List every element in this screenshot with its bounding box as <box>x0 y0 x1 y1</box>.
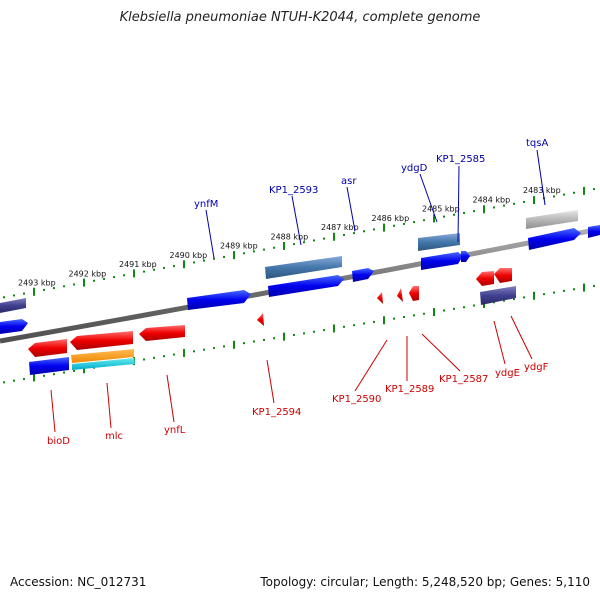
gene-label-ydgF[interactable]: ydgF <box>524 362 549 373</box>
scale-label: 2489 kbp <box>220 242 258 251</box>
gene-label-ydgD[interactable]: ydgD <box>401 163 428 174</box>
gene-arrow[interactable] <box>397 288 403 302</box>
leader-line <box>166 374 175 423</box>
scale-label: 2488 kbp <box>271 232 309 241</box>
gene-arrow[interactable] <box>421 252 463 270</box>
gene-label-KP1_2594[interactable]: KP1_2594 <box>252 407 301 418</box>
gene-arrow[interactable] <box>268 275 344 297</box>
leader-line <box>421 333 461 372</box>
gene-arrow[interactable] <box>409 286 419 301</box>
leader-line <box>493 320 506 365</box>
gene-label-ynfM[interactable]: ynfM <box>194 199 218 210</box>
gene-arrow[interactable] <box>265 256 342 279</box>
scale-label: 2487 kbp <box>321 223 359 232</box>
gene-arrow[interactable] <box>528 228 581 250</box>
gene-arrow[interactable] <box>29 357 69 375</box>
scale-label: 2491 kbp <box>119 260 157 269</box>
gene-arrow[interactable] <box>187 290 251 310</box>
leader-line <box>457 165 460 243</box>
topology-text: Topology: circular; Length: 5,248,520 bp… <box>260 575 590 589</box>
gene-label-ydgE[interactable]: ydgE <box>495 368 520 379</box>
gene-label-mlc[interactable]: mlc <box>105 431 123 442</box>
gene-label-KP1_2590[interactable]: KP1_2590 <box>332 394 381 405</box>
gene-label-ynfL[interactable]: ynfL <box>164 425 186 436</box>
gene-arrow[interactable] <box>139 325 185 341</box>
gene-arrow[interactable] <box>71 349 134 363</box>
gene-label-KP1_2589[interactable]: KP1_2589 <box>385 384 434 395</box>
gene-arrow[interactable] <box>257 313 264 326</box>
forward-genes <box>0 210 600 334</box>
gene-label-bioD[interactable]: bioD <box>47 436 70 447</box>
scale-label: 2485 kbp <box>422 205 460 214</box>
leader-line <box>205 209 215 259</box>
scale-labels: 2483 kbp 2484 kbp 2485 kbp 2486 kbp 2487 kbp… <box>18 186 561 288</box>
gene-arrow[interactable] <box>461 251 470 262</box>
gene-label-KP1_2585[interactable]: KP1_2585 <box>436 154 485 165</box>
gene-label-KP1_2587[interactable]: KP1_2587 <box>439 374 488 385</box>
reverse-labels: ydgF ydgE KP1_2587 KP1_2589 KP1_2590 KP1… <box>47 315 549 447</box>
leader-line <box>536 149 546 206</box>
leader-line <box>266 359 275 404</box>
leader-line <box>419 173 438 223</box>
gene-arrow[interactable] <box>476 271 494 286</box>
gene-arrow[interactable] <box>0 298 26 313</box>
gene-arrow[interactable] <box>418 233 460 251</box>
accession-text: Accession: NC_012731 <box>10 575 147 589</box>
leader-line <box>50 389 56 433</box>
leader-line <box>354 339 388 392</box>
scale-label: 2484 kbp <box>473 195 511 204</box>
gene-label-tqsA[interactable]: tqsA <box>526 138 548 149</box>
gene-arrow[interactable] <box>0 319 28 334</box>
scale-label: 2493 kbp <box>18 279 56 288</box>
gene-arrow[interactable] <box>70 331 133 350</box>
leader-line <box>510 315 533 360</box>
gene-arrow[interactable] <box>480 286 516 305</box>
leader-line <box>346 186 356 232</box>
gene-label-asr[interactable]: asr <box>341 176 357 187</box>
gene-arrow[interactable] <box>494 268 512 283</box>
forward-labels: tqsA KP1_2585 ydgD asr KP1_2593 ynfM <box>194 138 548 259</box>
scale-label: 2486 kbp <box>372 214 410 223</box>
leader-line <box>106 382 112 429</box>
scale-label: 2490 kbp <box>170 251 208 260</box>
reverse-genes <box>28 268 516 375</box>
gene-label-KP1_2593[interactable]: KP1_2593 <box>269 185 318 196</box>
map-title: Klebsiella pneumoniae NTUH-K2044, comple… <box>119 10 481 25</box>
gene-arrow[interactable] <box>526 210 578 229</box>
gene-arrow[interactable] <box>377 292 383 304</box>
scale-label: 2483 kbp <box>523 186 561 195</box>
gene-arrow[interactable] <box>352 268 374 282</box>
leader-line <box>291 195 302 246</box>
scale-label: 2492 kbp <box>69 269 107 278</box>
gene-arrow[interactable] <box>72 358 135 370</box>
gene-arrow[interactable] <box>588 225 600 238</box>
gene-arrow[interactable] <box>28 339 67 357</box>
